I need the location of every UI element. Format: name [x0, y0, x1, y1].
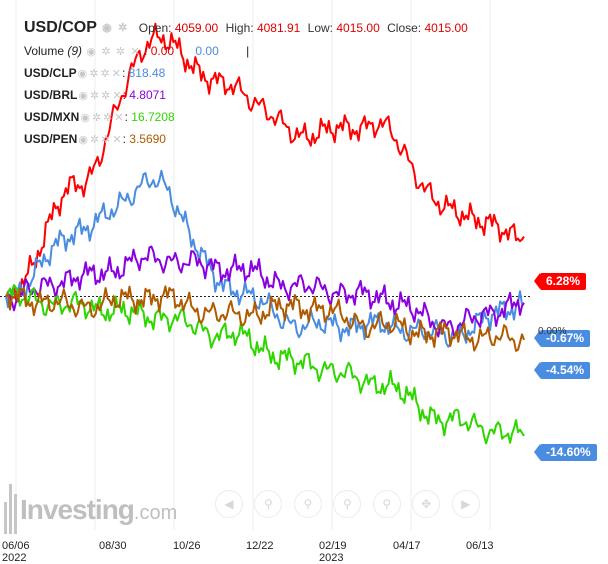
legend-separator: :	[122, 88, 130, 102]
series-line-usd-clp	[5, 169, 525, 348]
main-symbol[interactable]: USD/COP	[24, 19, 97, 37]
series-line-usd-brl	[5, 245, 525, 338]
gear-icon[interactable]: ✲	[101, 89, 111, 102]
series-line-usd-pen	[5, 285, 525, 352]
series-line-usd-mxn	[5, 284, 525, 445]
legend-row-usd-mxn: USD/MXN◉ ✲ ✲ ✕: 16.7208	[24, 106, 472, 128]
eye-icon[interactable]: ◉	[77, 67, 88, 80]
zoom-in-icon[interactable]: ⚲	[333, 490, 362, 518]
eye-icon[interactable]: ◉	[86, 45, 96, 58]
eye-icon[interactable]: ◉	[78, 89, 88, 102]
pan-icon[interactable]: ✥	[412, 490, 441, 518]
gear-icon[interactable]: ✲	[91, 111, 102, 124]
prev-icon[interactable]: ◀	[215, 490, 243, 518]
volume-value-2: 0.00	[195, 44, 219, 58]
volume-value-1: 0.00	[150, 44, 175, 58]
legend-symbol[interactable]: USD/CLP	[24, 66, 77, 80]
x-tick-label: 06/13	[466, 540, 494, 552]
zoom-fit-icon[interactable]: ⚲	[372, 490, 401, 518]
legend-main-row: USD/COP ◉ ✲ Open: 4059.00 High: 4081.91 …	[24, 20, 472, 36]
legend-row-usd-brl: USD/BRL◉ ✲ ✲ ✕: 4.8071	[24, 84, 472, 106]
gear-icon[interactable]: ✲	[89, 133, 100, 146]
close-icon[interactable]: ✕	[130, 45, 140, 58]
series-line-usd-cop	[5, 22, 525, 301]
investing-logo: Investing.com	[20, 494, 178, 525]
series-lines	[5, 22, 525, 445]
investing-logo-bars-icon	[4, 484, 17, 534]
gear-icon[interactable]: ✲	[100, 67, 110, 80]
gear-icon[interactable]: ✲	[101, 45, 111, 58]
x-year-label: 2022	[2, 552, 27, 564]
zero-percent-label: 0.00%	[538, 326, 567, 337]
legend-row-usd-clp: USD/CLP◉ ✲ ✲ ✕: 818.48	[24, 62, 472, 84]
volume-separator: |	[246, 44, 250, 58]
legend-row-usd-pen: USD/PEN◉ ✲ ✲ ✕: 3.5690	[24, 128, 472, 150]
x-tick-label: 04/17	[393, 540, 421, 552]
eye-icon[interactable]: ◉	[80, 111, 90, 124]
zoom-out-icon[interactable]: ⚲	[254, 490, 283, 518]
legend-symbol[interactable]: USD/MXN	[24, 110, 80, 124]
x-tick-label: 08/30	[99, 540, 127, 552]
gear-icon[interactable]: ✲	[89, 89, 100, 102]
next-icon[interactable]: ▶	[451, 490, 480, 518]
x-tick-label: 02/19	[319, 540, 347, 552]
chart-toolbar: ◀ ⚲ ⚲ ⚲ ⚲ ✥ ▶	[215, 490, 487, 518]
chart-legend: USD/COP ◉ ✲ Open: 4059.00 High: 4081.91 …	[24, 20, 472, 150]
grid-lines	[15, 0, 491, 530]
eye-icon[interactable]: ◉	[102, 22, 112, 34]
legend-separator: :	[121, 66, 129, 80]
volume-label: Volume	[24, 44, 65, 58]
ohlc-values: Open: 4059.00 High: 4081.91 Low: 4015.00…	[138, 21, 468, 36]
x-year-label: 2023	[319, 552, 344, 564]
legend-value: 818.48	[128, 66, 166, 80]
legend-separator: :	[122, 132, 130, 146]
x-tick-label: 10/26	[173, 540, 201, 552]
legend-volume-row: Volume (9) ◉ ✲ ✲ ✕ : 0.00 0.00 |	[24, 40, 472, 62]
close-icon[interactable]: ✕	[112, 133, 122, 146]
open-value: 4059.00	[174, 21, 219, 36]
legend-series-list: USD/CLP◉ ✲ ✲ ✕: 818.48 USD/BRL◉ ✲ ✲ ✕: 4.8071 US…	[24, 62, 472, 150]
price-tag: 6.28%	[533, 273, 587, 290]
x-tick-label: 12/22	[246, 540, 274, 552]
gear-icon[interactable]: ✲	[89, 67, 99, 80]
legend-separator: :	[124, 110, 132, 124]
gear-icon[interactable]: ✲	[118, 22, 128, 34]
low-value: 4015.00	[336, 21, 380, 36]
gear-icon[interactable]: ✲	[103, 111, 113, 124]
gear-icon[interactable]: ✲	[115, 45, 126, 58]
close-icon[interactable]: ✕	[111, 67, 121, 80]
legend-value: 3.5690	[129, 132, 166, 146]
high-value: 4081.91	[256, 21, 301, 36]
volume-period: (9)	[67, 44, 83, 58]
legend-symbol[interactable]: USD/PEN	[24, 132, 78, 146]
price-tag: -14.60%	[534, 444, 597, 461]
eye-icon[interactable]: ◉	[78, 133, 88, 146]
zoom-reset-icon[interactable]: ⚲	[293, 490, 322, 518]
x-tick-label: 06/06	[2, 540, 30, 552]
price-tag: -4.54%	[533, 362, 591, 379]
legend-value: 16.7208	[131, 110, 175, 124]
close-value: 4015.00	[424, 21, 468, 36]
close-icon[interactable]: ✕	[114, 111, 124, 124]
gear-icon[interactable]: ✲	[101, 133, 111, 146]
price-tag: -0.67%	[533, 330, 591, 347]
close-icon[interactable]: ✕	[112, 89, 122, 102]
legend-symbol[interactable]: USD/BRL	[24, 88, 78, 102]
legend-value: 4.8071	[129, 88, 166, 102]
